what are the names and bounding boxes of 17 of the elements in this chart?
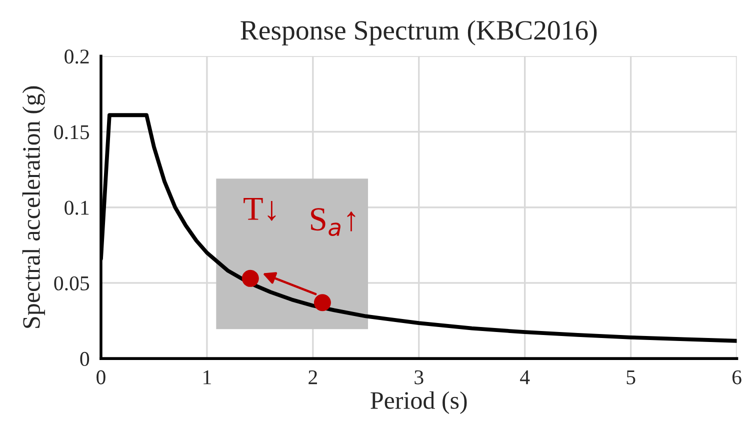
x-tick-label: 0 [96,370,106,384]
y-axis-title: Spectral acceleration (g) [22,86,46,328]
x-tick-label: 2 [308,370,317,384]
y-tick-label: 0.2 [64,50,89,64]
x-tick-label: 5 [626,370,636,384]
x-tick-label: 1 [204,370,211,384]
annotation: S$_{a}$↑ [311,208,356,236]
x-tick-label: 3 [414,370,424,384]
x-axis-title: Period (s) [370,391,467,414]
y-tick-label: 0.1 [64,200,89,215]
y-tick-label: 0.05 [54,276,90,290]
y-tick-label: 0 [80,352,90,366]
y-tick-label: 0.15 [54,125,90,140]
annotation: T↓ [244,198,276,221]
chart-title: Response Spectrum (KBC2016) [240,20,597,46]
x-tick-label: 4 [520,370,530,384]
x-tick-label: 6 [732,370,742,384]
